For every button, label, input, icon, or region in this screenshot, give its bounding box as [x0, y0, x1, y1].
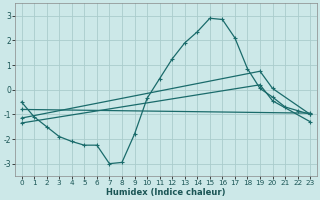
X-axis label: Humidex (Indice chaleur): Humidex (Indice chaleur) [106, 188, 226, 197]
